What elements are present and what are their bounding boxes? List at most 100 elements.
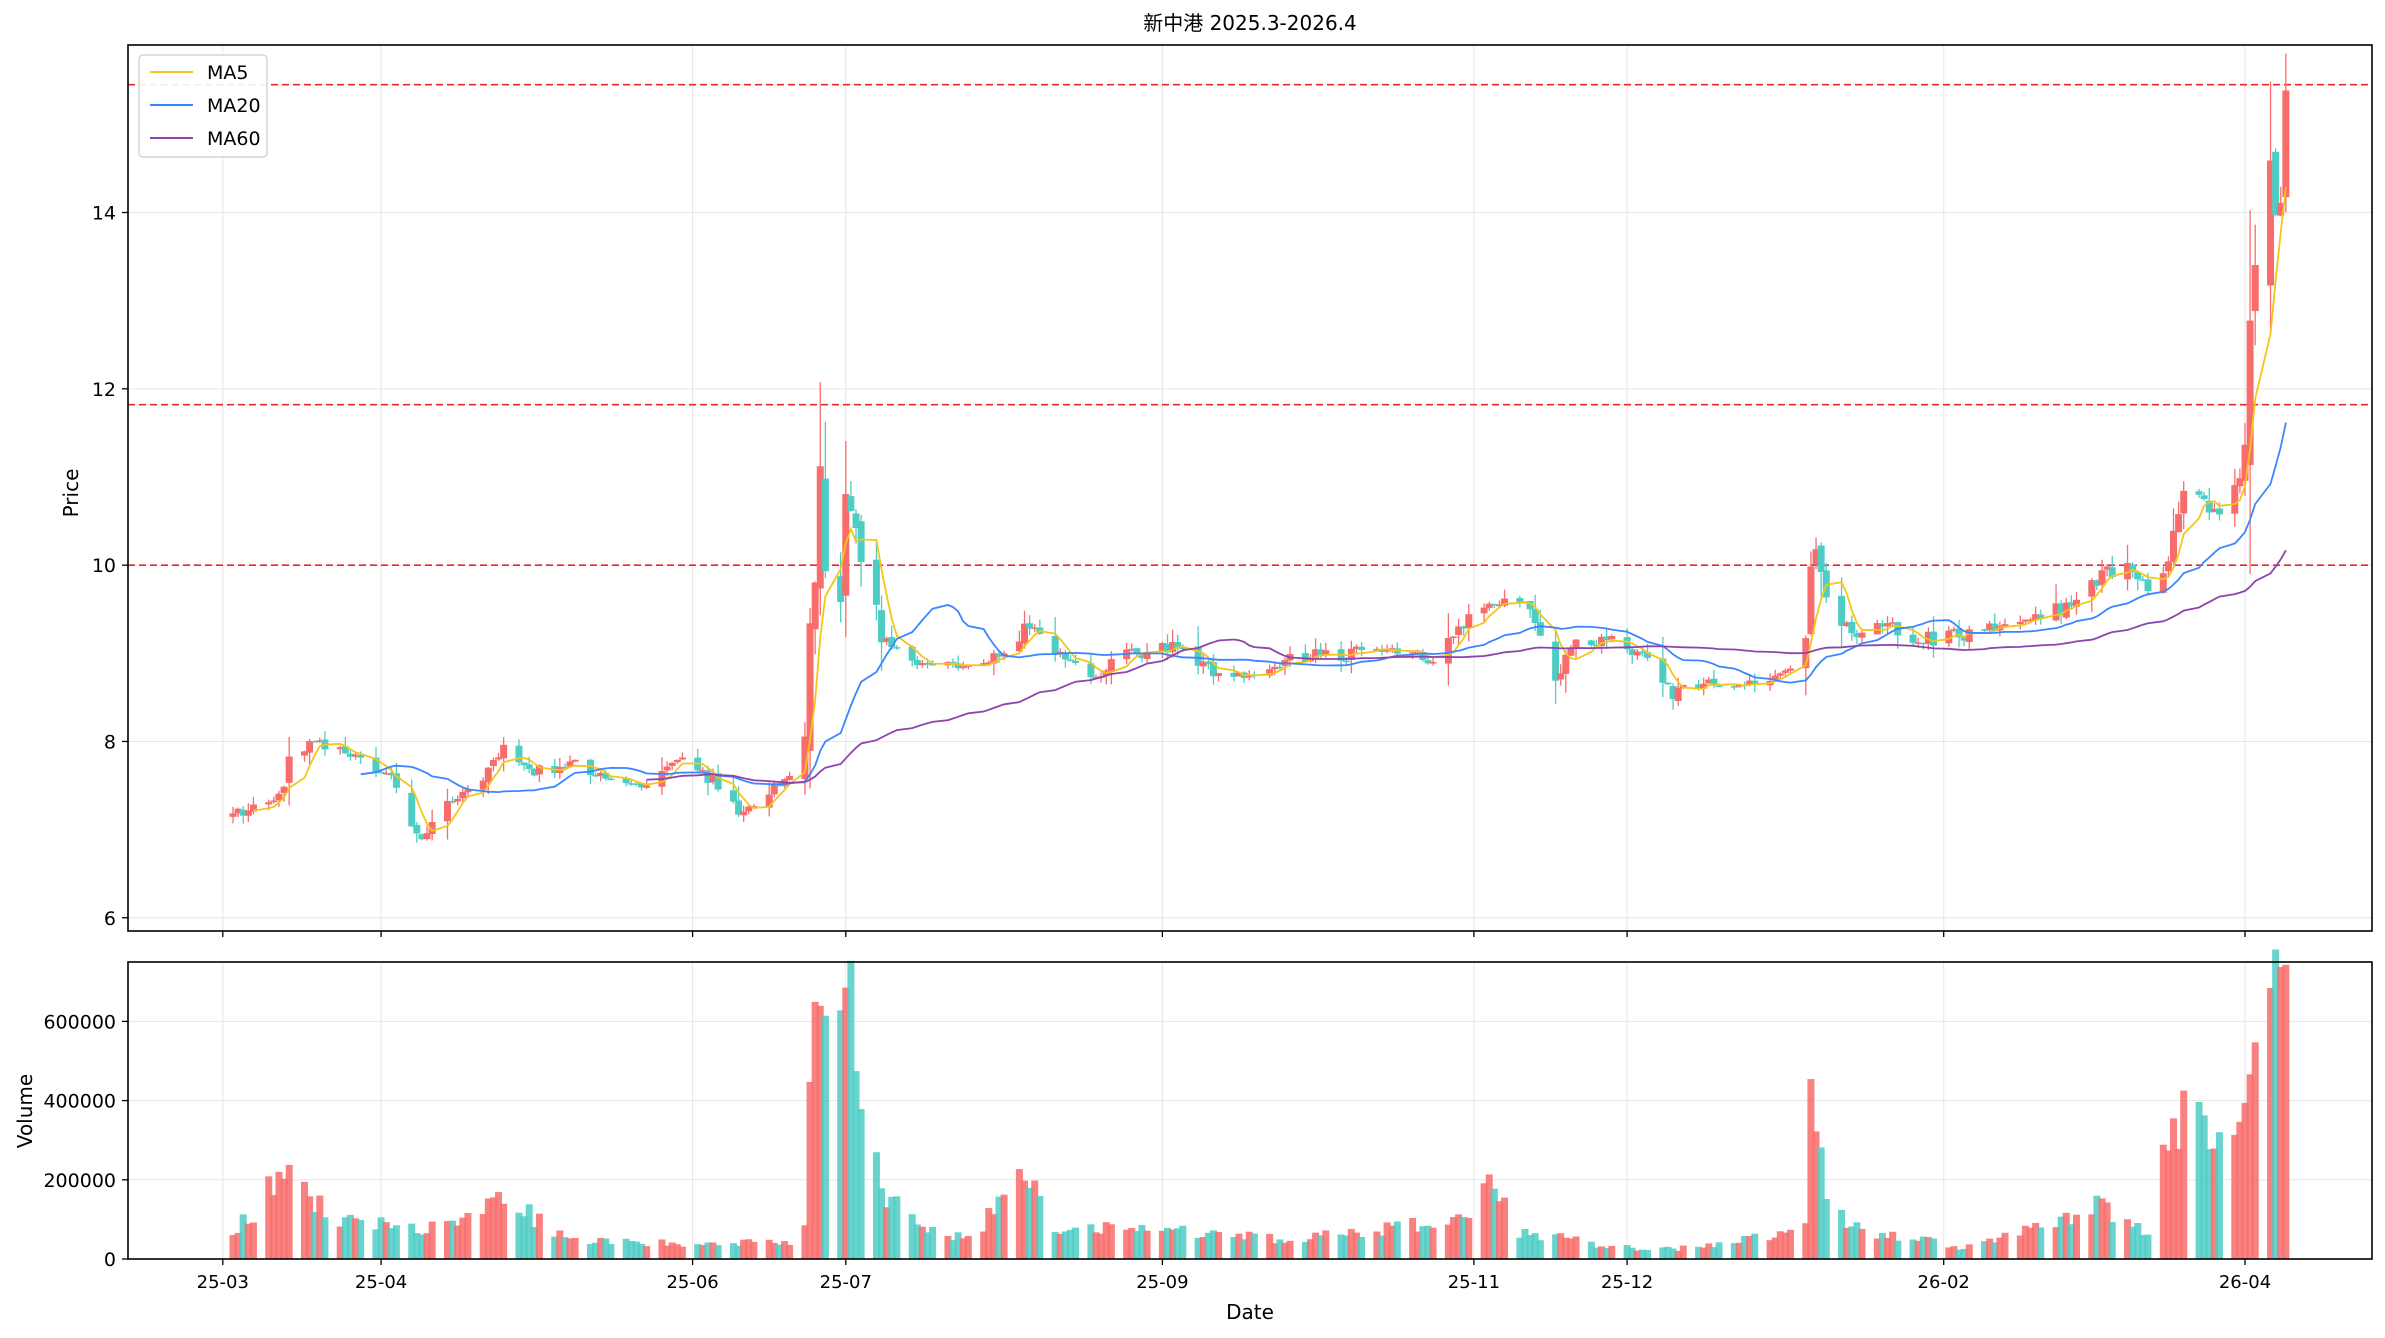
volume-bar bbox=[1848, 1226, 1856, 1259]
candle-body bbox=[1787, 668, 1795, 671]
volume-bar bbox=[2205, 1149, 2213, 1259]
candle-body bbox=[387, 773, 395, 776]
candle-body bbox=[244, 810, 252, 816]
volume-bar bbox=[1603, 1248, 1611, 1259]
candle-body bbox=[1781, 670, 1789, 673]
volume-bar bbox=[571, 1237, 579, 1259]
x-tick-label: 25-04 bbox=[355, 1272, 407, 1293]
x-tick-label: 25-03 bbox=[197, 1272, 249, 1293]
price-tick-label: 14 bbox=[92, 203, 116, 225]
volume-bar bbox=[1373, 1231, 1381, 1259]
candle-body bbox=[392, 773, 400, 788]
candle-body bbox=[1715, 685, 1723, 688]
candle-body bbox=[515, 745, 523, 763]
volume-bar bbox=[1950, 1246, 1958, 1259]
volume-bar bbox=[2037, 1227, 2045, 1259]
volume-bar bbox=[2215, 1132, 2223, 1259]
volume-bar bbox=[1409, 1217, 1417, 1259]
volume-bar bbox=[500, 1203, 508, 1259]
candle-body bbox=[913, 659, 921, 666]
volume-bar bbox=[632, 1241, 640, 1259]
volume-bar bbox=[1552, 1234, 1560, 1259]
volume-bar bbox=[1633, 1250, 1641, 1259]
volume-bar bbox=[1169, 1229, 1177, 1259]
ma-line-ma20 bbox=[360, 422, 2287, 794]
candle-body bbox=[275, 793, 283, 801]
legend-label-ma5: MA5 bbox=[207, 62, 248, 84]
volume-bar bbox=[418, 1234, 426, 1259]
volume-bar bbox=[893, 1196, 901, 1259]
volume-bar bbox=[1138, 1224, 1146, 1259]
volume-bar bbox=[1301, 1241, 1309, 1259]
candle-body bbox=[1623, 637, 1631, 650]
volume-bar bbox=[980, 1231, 988, 1259]
volume-bar bbox=[1026, 1187, 1034, 1259]
volume-bar bbox=[1158, 1230, 1166, 1259]
volume-bar bbox=[2139, 1234, 2147, 1259]
volume-bar bbox=[1444, 1224, 1452, 1259]
volume-bar bbox=[1209, 1230, 1217, 1259]
volume-bar bbox=[1587, 1241, 1595, 1259]
candle-body bbox=[1169, 642, 1177, 652]
candle-body bbox=[535, 765, 543, 775]
volume-bar bbox=[1838, 1209, 1846, 1259]
candle-body bbox=[1572, 639, 1580, 648]
volume-bar bbox=[321, 1217, 329, 1259]
volume-bar bbox=[1102, 1222, 1110, 1259]
volume-bar bbox=[816, 1005, 824, 1259]
volume-bar bbox=[2282, 964, 2290, 1259]
candle-body bbox=[2205, 500, 2213, 513]
candle-body bbox=[1843, 622, 1851, 627]
candle-body bbox=[1066, 659, 1074, 662]
candle-body bbox=[1516, 598, 1524, 602]
candle-body bbox=[847, 496, 855, 511]
candle-body bbox=[1858, 632, 1866, 638]
volume-bar bbox=[1179, 1225, 1187, 1259]
candle-body bbox=[1444, 637, 1452, 664]
volume-bar bbox=[1695, 1246, 1703, 1259]
candle-body bbox=[1929, 631, 1937, 646]
volume-bar bbox=[908, 1214, 916, 1259]
candle-body bbox=[1991, 623, 1999, 631]
candle-body bbox=[1598, 636, 1606, 647]
candle-body bbox=[1383, 650, 1391, 652]
candle-body bbox=[872, 559, 880, 605]
volume-bar bbox=[2164, 1150, 2172, 1259]
volume-bar bbox=[443, 1221, 451, 1259]
volume-bar bbox=[1429, 1227, 1437, 1259]
candle-body bbox=[2215, 508, 2223, 515]
volume-bar bbox=[775, 1244, 783, 1259]
candle-body bbox=[1199, 661, 1207, 667]
candle-body bbox=[306, 740, 314, 753]
candle-body bbox=[2144, 579, 2152, 592]
candle-body bbox=[678, 757, 686, 760]
volume-bar bbox=[658, 1239, 666, 1259]
candle-body bbox=[1838, 595, 1846, 626]
volume-bar bbox=[1051, 1231, 1059, 1259]
volume-bar bbox=[479, 1214, 487, 1259]
candle-body bbox=[2272, 151, 2280, 215]
candle-body bbox=[1536, 622, 1544, 636]
volume-bar bbox=[1562, 1237, 1570, 1259]
volume-bar bbox=[995, 1196, 1003, 1259]
volume-bar bbox=[234, 1232, 242, 1259]
candle-body bbox=[1914, 642, 1922, 644]
candle-body bbox=[1301, 653, 1309, 662]
candle-body bbox=[2103, 566, 2111, 570]
candle-body bbox=[1235, 672, 1243, 677]
candle-body bbox=[2027, 619, 2035, 622]
volume-bar bbox=[377, 1217, 385, 1259]
candle-body bbox=[586, 759, 594, 776]
x-tick-label: 25-12 bbox=[1601, 1272, 1653, 1293]
volume-bar bbox=[1858, 1228, 1866, 1259]
candle-body bbox=[2180, 490, 2188, 514]
volume-bar bbox=[704, 1242, 712, 1259]
volume-bar bbox=[413, 1233, 421, 1259]
candle-body bbox=[883, 638, 891, 642]
volume-bar bbox=[1250, 1233, 1258, 1259]
candle-body bbox=[1700, 683, 1708, 689]
price-tick-label: 6 bbox=[104, 908, 116, 930]
volume-bar bbox=[265, 1176, 273, 1259]
volume-bar bbox=[300, 1181, 308, 1259]
volume-bar bbox=[1036, 1195, 1044, 1259]
